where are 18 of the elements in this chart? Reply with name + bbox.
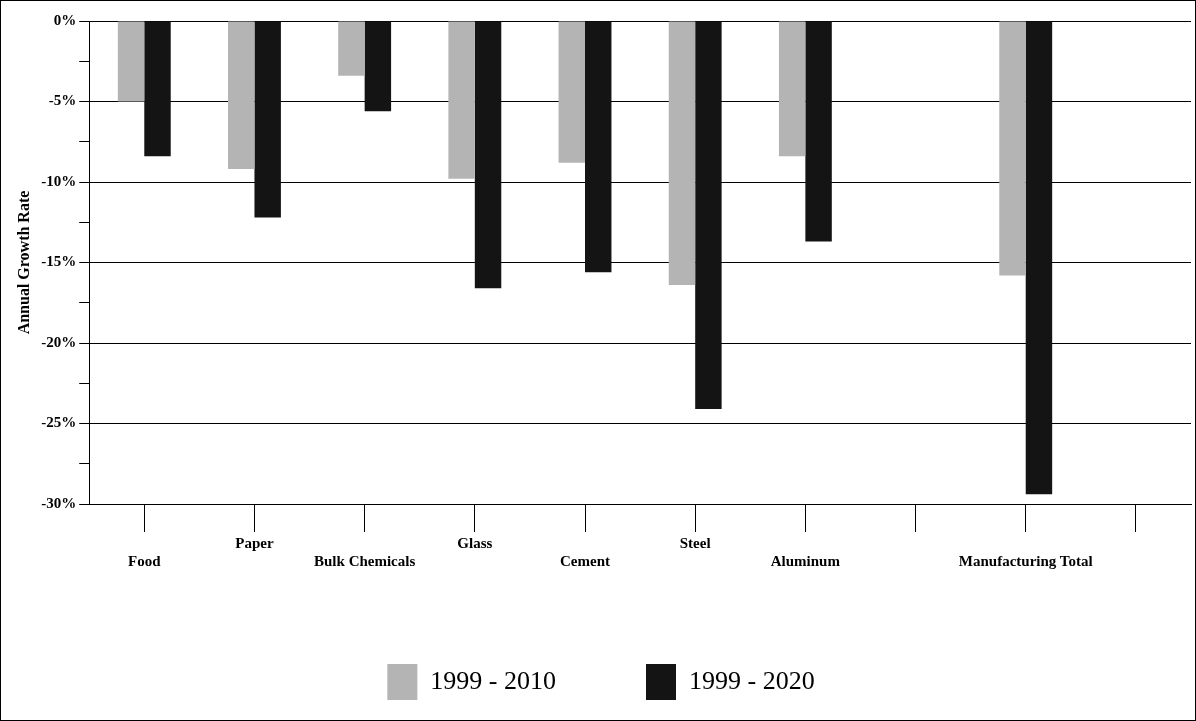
legend-label: 1999 - 2010 — [430, 665, 557, 695]
y-tick-label: -5% — [48, 92, 77, 109]
x-tick-label: Manufacturing Total — [958, 552, 1093, 569]
x-tick-label: Food — [128, 552, 162, 569]
legend-label: 1999 - 2020 — [689, 665, 815, 695]
x-tick-label: Cement — [560, 552, 610, 569]
y-tick-label: -25% — [41, 414, 77, 431]
y-tick-label: -30% — [41, 494, 77, 511]
y-tick-label: 0% — [53, 11, 77, 28]
x-tick-label: Paper — [235, 534, 274, 551]
y-tick-label: -15% — [41, 253, 77, 270]
x-tick-label: Aluminum — [770, 552, 841, 569]
y-tick-label: -10% — [41, 172, 77, 189]
y-tick-label: -20% — [41, 333, 77, 350]
x-tick-label: Glass — [457, 534, 493, 551]
x-tick-label: Bulk Chemicals — [314, 552, 416, 569]
y-axis-title: Annual Growth Rate — [14, 190, 32, 335]
x-tick-label: Steel — [679, 534, 711, 551]
